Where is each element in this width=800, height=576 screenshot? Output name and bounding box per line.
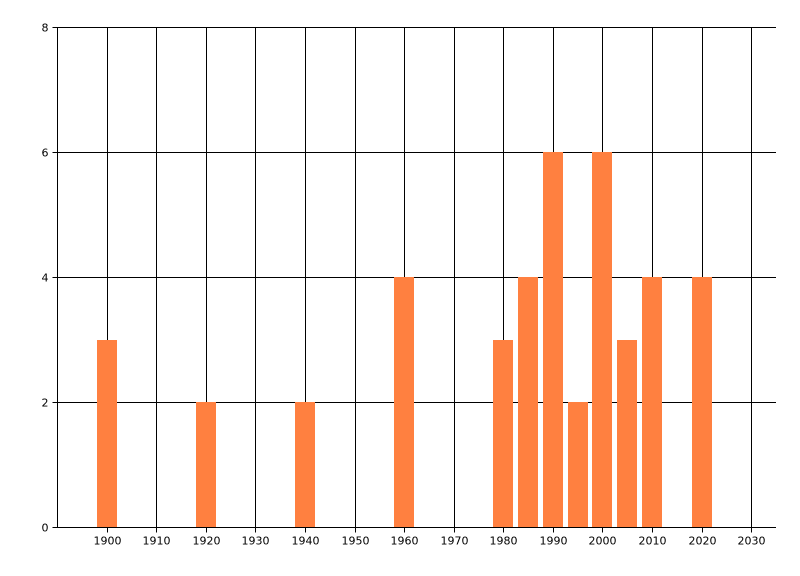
x-tick-label-1970: 1970 xyxy=(441,535,469,548)
bar-2005-9 xyxy=(617,340,637,528)
x-tick-label-1960: 1960 xyxy=(391,535,419,548)
x-tick-label-1980: 1980 xyxy=(490,535,518,548)
y-tick-label-4: 4 xyxy=(42,272,49,285)
x-tick-label-1910: 1910 xyxy=(143,535,171,548)
bar-1900-0 xyxy=(97,340,117,528)
x-tick-label-1990: 1990 xyxy=(540,535,568,548)
grid-lines xyxy=(57,27,776,527)
bar-1985-5 xyxy=(518,277,538,527)
x-tick-label-1930: 1930 xyxy=(242,535,270,548)
x-axis-ticks: 1900 1910 1920 1930 1940 1950 1960 1970 1980 1990… xyxy=(94,527,766,548)
y-tick-label-0: 0 xyxy=(42,522,49,535)
y-tick-label-2: 2 xyxy=(42,397,49,410)
x-tick-label-2030: 2030 xyxy=(738,535,766,548)
bar-1940-2 xyxy=(295,402,315,527)
bar-1995-7 xyxy=(568,402,588,527)
x-tick-label-1950: 1950 xyxy=(342,535,370,548)
x-tick-label-1900: 1900 xyxy=(94,535,122,548)
x-tick-label-1920: 1920 xyxy=(193,535,221,548)
bar-1960-3 xyxy=(394,277,414,527)
bar-1920-1 xyxy=(196,402,216,527)
bar-2000-8 xyxy=(592,152,612,527)
y-axis-ticks: 0 2 4 6 8 xyxy=(42,22,58,535)
x-tick-label-2020: 2020 xyxy=(689,535,717,548)
x-tick-label-2000: 2000 xyxy=(589,535,617,548)
bar-1990-6 xyxy=(543,152,563,527)
y-tick-label-6: 6 xyxy=(42,147,49,160)
bar-2020-11 xyxy=(692,277,712,527)
bars xyxy=(97,152,712,528)
bar-1980-4 xyxy=(493,340,513,528)
bar-2010-10 xyxy=(642,277,662,527)
x-tick-label-2010: 2010 xyxy=(639,535,667,548)
x-tick-label-1940: 1940 xyxy=(292,535,320,548)
y-tick-label-8: 8 xyxy=(42,22,49,35)
